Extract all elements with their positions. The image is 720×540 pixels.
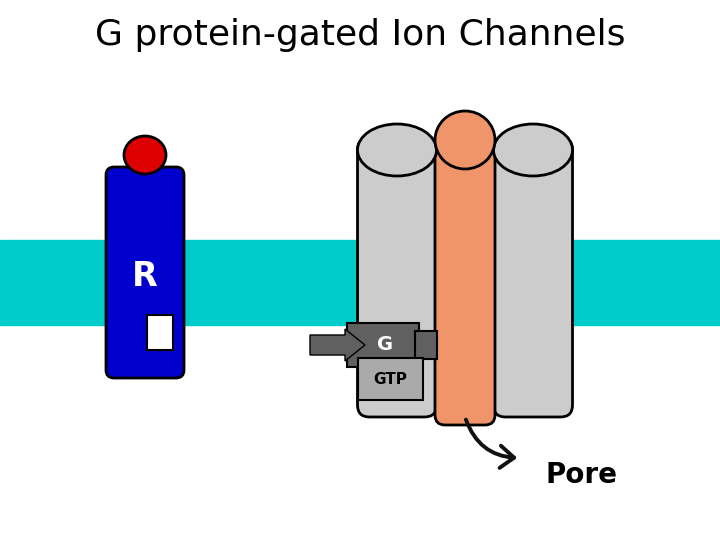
Bar bbox=[358, 358, 423, 400]
Bar bbox=[147, 315, 173, 350]
FancyBboxPatch shape bbox=[358, 138, 436, 417]
FancyBboxPatch shape bbox=[106, 167, 184, 378]
FancyBboxPatch shape bbox=[435, 140, 495, 425]
Bar bbox=[382, 360, 398, 367]
Bar bbox=[0, 240, 720, 325]
Text: G protein-gated Ion Channels: G protein-gated Ion Channels bbox=[95, 18, 625, 52]
Text: G: G bbox=[377, 334, 393, 354]
FancyBboxPatch shape bbox=[493, 138, 572, 417]
FancyArrow shape bbox=[310, 329, 365, 361]
Text: R: R bbox=[132, 260, 158, 293]
Ellipse shape bbox=[124, 136, 166, 174]
Ellipse shape bbox=[493, 124, 572, 176]
Ellipse shape bbox=[435, 111, 495, 169]
Text: GTP: GTP bbox=[373, 372, 407, 387]
Text: Pore: Pore bbox=[545, 461, 617, 489]
FancyArrowPatch shape bbox=[466, 420, 514, 468]
Bar bbox=[415, 331, 437, 359]
Ellipse shape bbox=[358, 124, 436, 176]
Bar bbox=[347, 323, 419, 367]
